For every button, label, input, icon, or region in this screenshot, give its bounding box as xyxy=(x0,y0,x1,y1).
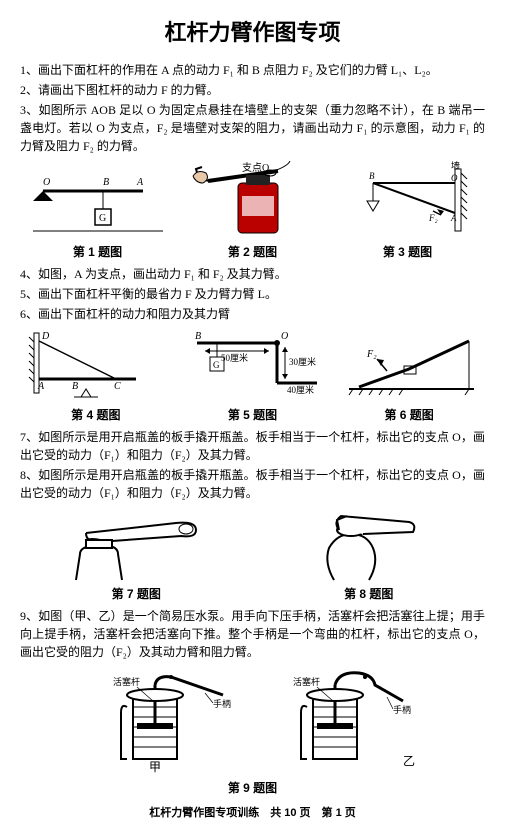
svg-text:D: D xyxy=(41,331,50,342)
svg-text:C: C xyxy=(114,381,121,392)
figure-row-1: O G B A 第 1 题图 支点O 第 2 题图 墙 xyxy=(20,161,485,261)
figure-6: F₂ 第 6 题图 xyxy=(339,329,479,424)
svg-text:B: B xyxy=(195,331,201,342)
caption-9: 第 9 题图 xyxy=(228,779,277,797)
svg-text:活塞杆: 活塞杆 xyxy=(113,676,140,687)
svg-text:30厘米: 30厘米 xyxy=(289,356,316,367)
problem-5: 5、画出下面杠杆平衡的最省力 F 及力臂力臂 L。 xyxy=(20,285,485,303)
svg-text:手柄: 手柄 xyxy=(213,698,231,709)
svg-text:40厘米: 40厘米 xyxy=(287,384,314,395)
svg-text:乙: 乙 xyxy=(403,754,415,768)
caption-5: 第 5 题图 xyxy=(228,406,277,424)
page-title: 杠杆力臂作图专项 xyxy=(20,16,485,49)
svg-text:B: B xyxy=(72,381,78,392)
svg-text:A: A xyxy=(136,177,144,188)
caption-2: 第 2 题图 xyxy=(228,243,277,261)
problem-block-4: 9、如图（甲、乙）是一个简易压水泵。用手向下压手柄，活塞杆会把活塞往上提；用手向… xyxy=(20,607,485,661)
problem-block-3: 7、如图所示是用开启瓶盖的板手撬开瓶盖。板手相当于一个杠杆，标出它的支点 O，画… xyxy=(20,428,485,502)
figure-3: 墙 O A B F₂ 第 3 题图 xyxy=(343,161,473,261)
problem-6: 6、画出下面杠杆的动力和阻力及其力臂 xyxy=(20,305,485,323)
figure-row-4: 活塞杆 手柄 甲 活塞杆 手柄 乙 xyxy=(20,667,485,797)
svg-text:A: A xyxy=(37,381,45,392)
problem-9: 9、如图（甲、乙）是一个简易压水泵。用手向下压手柄，活塞杆会把活塞往上提；用手向… xyxy=(20,607,485,661)
caption-7: 第 7 题图 xyxy=(112,585,161,603)
problem-1: 1、画出下面杠杆的作用在 A 点的动力 F₁ 和 B 点阻力 F₂ 及它们的力臂… xyxy=(20,61,485,79)
problem-4: 4、如图，A 为支点，画出动力 F₁ 和 F₂ 及其力臂。 xyxy=(20,265,485,283)
svg-text:O: O xyxy=(451,173,458,183)
svg-text:B: B xyxy=(103,177,109,188)
figure-4: A B C D 第 4 题图 xyxy=(26,329,166,424)
figure-7: 第 7 题图 xyxy=(56,508,216,603)
figure-row-3: 第 7 题图 第 8 题图 xyxy=(20,508,485,603)
caption-1: 第 1 题图 xyxy=(73,243,122,261)
page-footer: 杠杆力臂作图专项训练 共 10 页 第 1 页 xyxy=(20,805,485,822)
caption-6: 第 6 题图 xyxy=(384,406,433,424)
problem-block-2: 4、如图，A 为支点，画出动力 F₁ 和 F₂ 及其力臂。 5、画出下面杠杆平衡… xyxy=(20,265,485,323)
problem-8: 8、如图所示是用开启瓶盖的板手撬开瓶盖。板手相当于一个杠杆，标出它的支点 O，画… xyxy=(20,466,485,502)
figure-8: 第 8 题图 xyxy=(289,508,449,603)
problem-3: 3、如图所示 AOB 足以 O 为固定点悬挂在墙壁上的支架（重力忽略不计），在 … xyxy=(20,101,485,155)
caption-8: 第 8 题图 xyxy=(344,585,393,603)
figure-1: O G B A 第 1 题图 xyxy=(33,171,163,261)
svg-text:O: O xyxy=(281,331,288,342)
svg-text:G: G xyxy=(213,360,220,370)
caption-3: 第 3 题图 xyxy=(383,243,432,261)
svg-text:手柄: 手柄 xyxy=(393,704,411,715)
svg-text:G: G xyxy=(99,213,106,224)
svg-text:活塞杆: 活塞杆 xyxy=(293,676,320,687)
svg-text:50厘米: 50厘米 xyxy=(221,352,248,363)
figure-row-2: A B C D 第 4 题图 B O G 50厘米 30厘米 40厘米 xyxy=(20,329,485,424)
caption-4: 第 4 题图 xyxy=(71,406,120,424)
figure-2: 支点O 第 2 题图 xyxy=(188,161,318,261)
svg-text:B: B xyxy=(369,171,375,181)
svg-text:F₂: F₂ xyxy=(366,349,377,360)
svg-text:O: O xyxy=(43,177,50,188)
problem-block-1: 1、画出下面杠杆的作用在 A 点的动力 F₁ 和 B 点阻力 F₂ 及它们的力臂… xyxy=(20,61,485,155)
svg-text:甲: 甲 xyxy=(149,760,161,774)
svg-text:F₂: F₂ xyxy=(428,213,438,223)
figure-9: 活塞杆 手柄 甲 活塞杆 手柄 乙 xyxy=(73,667,433,797)
svg-text:A: A xyxy=(450,213,457,223)
figure-5: B O G 50厘米 30厘米 40厘米 第 5 题图 xyxy=(177,329,327,424)
problem-2: 2、请画出下图杠杆的动力 F 的力臂。 xyxy=(20,81,485,99)
problem-7: 7、如图所示是用开启瓶盖的板手撬开瓶盖。板手相当于一个杠杆，标出它的支点 O，画… xyxy=(20,428,485,464)
